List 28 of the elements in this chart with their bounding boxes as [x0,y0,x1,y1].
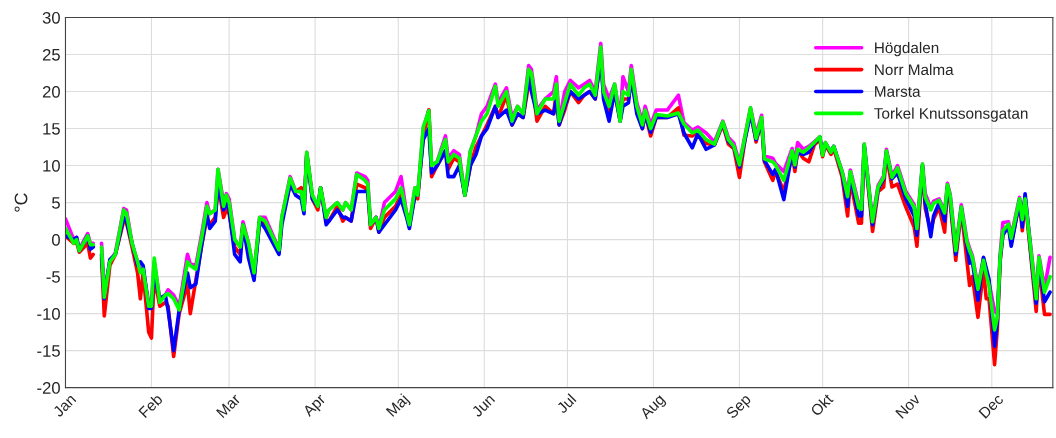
legend-label: Norr Malma [875,63,954,76]
legend-label: Torkel Knutssonsgatan [874,107,1028,122]
x-tick-label: Jul [555,393,577,415]
y-tick-label: 30 [42,11,60,24]
x-tick-label: Nov [895,392,922,419]
x-tick-label: Apr [302,393,329,420]
x-tick-label: Jun [471,393,496,418]
y-tick-label: 15 [43,123,60,135]
x-tick-label: Maj [385,393,412,420]
y-tick-label: 0 [51,233,60,246]
y-tick-label: 5 [52,197,60,209]
y-tick-label: 25 [42,48,60,61]
x-tick-label: Dec [978,393,1005,419]
legend-label: Högdalen [875,41,939,57]
y-tick-label: -15 [37,345,60,357]
x-tick-label: Aug [639,393,668,422]
x-tick-label: Sep [725,393,754,422]
y-tick-label: 20 [42,85,60,98]
x-tick-label: Okt [809,392,834,417]
x-tick-label: Jan [52,393,77,418]
y-tick-label: -10 [37,308,60,320]
y-tick-label: 10 [43,159,60,172]
x-tick-label: Mar [216,393,242,419]
y-tick-label: -20 [37,382,60,394]
y-axis-title: °C [14,193,28,212]
x-tick-label: Feb [137,392,164,419]
legend-label: Marsta [875,86,921,97]
y-tick-label: -5 [46,271,60,283]
